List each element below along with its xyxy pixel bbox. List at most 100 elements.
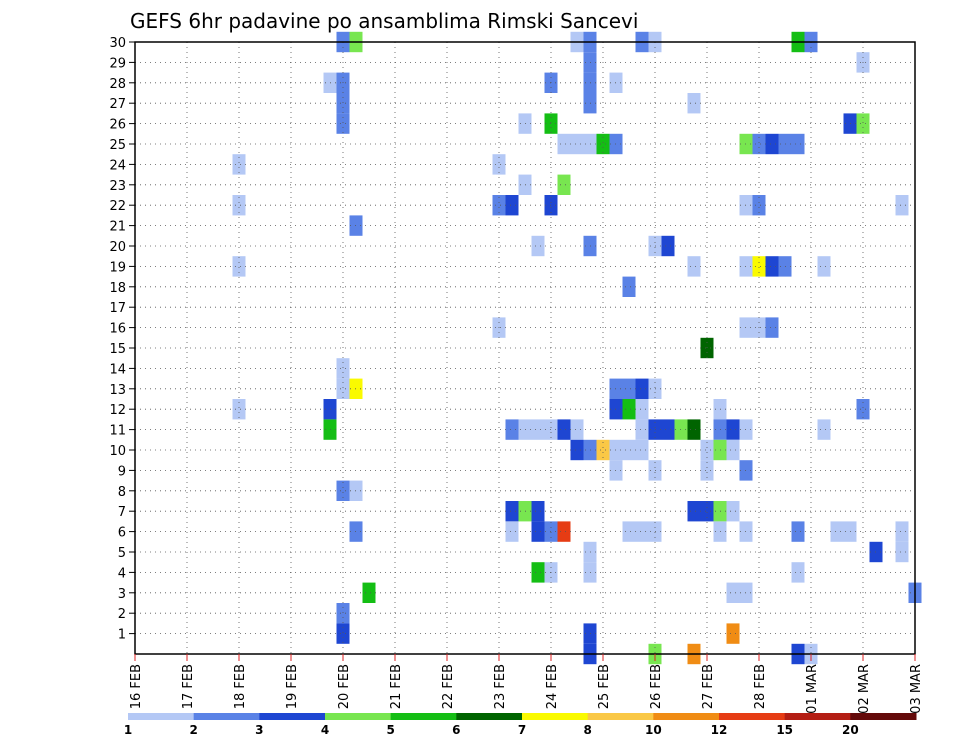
heatmap-cell bbox=[362, 582, 376, 603]
x-tick-label: 21 FEB bbox=[389, 664, 404, 709]
legend-label: 8 bbox=[583, 723, 591, 737]
y-tick-label: 25 bbox=[109, 138, 126, 153]
grid-lines bbox=[135, 42, 915, 654]
y-tick-label: 23 bbox=[109, 179, 126, 194]
heatmap-cell bbox=[531, 562, 545, 583]
legend-label: 1 bbox=[124, 723, 132, 737]
legend-label: 4 bbox=[321, 723, 329, 737]
x-tick-label: 27 FEB bbox=[701, 664, 716, 709]
x-tick-label: 22 FEB bbox=[441, 664, 456, 709]
legend-swatch bbox=[193, 713, 260, 720]
heatmap-cell bbox=[752, 256, 766, 277]
heatmap-cell bbox=[726, 623, 740, 644]
heatmap-cell bbox=[232, 256, 246, 277]
heatmap-cell bbox=[570, 439, 584, 461]
x-tick-label: 01 MAR bbox=[805, 664, 820, 714]
legend-swatch bbox=[587, 713, 654, 720]
heatmap-cell bbox=[635, 399, 649, 420]
legend-swatch bbox=[653, 713, 720, 720]
heatmap-cell bbox=[752, 133, 766, 155]
heatmap-cell bbox=[622, 399, 636, 420]
heatmap-cell bbox=[492, 195, 506, 216]
heatmap-cell bbox=[765, 317, 779, 338]
y-tick-label: 30 bbox=[109, 36, 126, 51]
heatmap-cell bbox=[661, 419, 675, 440]
legend-label: 3 bbox=[255, 723, 263, 737]
heatmap-cell bbox=[635, 521, 649, 542]
y-tick-label: 9 bbox=[118, 464, 126, 479]
x-tick-label: 20 FEB bbox=[337, 664, 352, 709]
heatmap-cell bbox=[635, 378, 649, 399]
heatmap-cell bbox=[895, 195, 909, 216]
heatmap-cell bbox=[570, 133, 584, 155]
legend-swatch bbox=[456, 713, 523, 720]
legend-label: 2 bbox=[189, 723, 197, 737]
heatmap-cell bbox=[531, 419, 545, 440]
heatmap-cell bbox=[570, 419, 584, 440]
y-tick-label: 15 bbox=[109, 342, 126, 357]
heatmap-cell bbox=[752, 195, 766, 216]
heatmap-cell bbox=[817, 419, 831, 440]
y-tick-label: 20 bbox=[109, 240, 126, 255]
heatmap-cell bbox=[232, 399, 246, 420]
x-tick-label: 17 FEB bbox=[181, 664, 196, 709]
heatmap-cell bbox=[531, 235, 545, 257]
heatmap-cell bbox=[557, 133, 571, 155]
heatmap-cell bbox=[622, 276, 636, 297]
legend-label: 15 bbox=[776, 723, 793, 737]
heatmap-cell bbox=[336, 603, 350, 624]
legend-label: 6 bbox=[452, 723, 460, 737]
legend-swatch bbox=[719, 713, 786, 720]
y-tick-label: 17 bbox=[109, 301, 126, 316]
legend-swatch bbox=[325, 713, 392, 720]
y-tick-label: 6 bbox=[118, 526, 126, 541]
x-tick-label: 18 FEB bbox=[233, 664, 248, 709]
y-tick-label: 3 bbox=[118, 587, 126, 602]
heatmap-cell bbox=[687, 419, 701, 440]
heatmap-cell bbox=[557, 521, 571, 542]
heatmap-cell bbox=[895, 541, 909, 563]
y-tick-label: 8 bbox=[118, 485, 126, 500]
y-tick-label: 28 bbox=[109, 77, 126, 92]
y-axis-ticks: 1234567891011121314151617181920212223242… bbox=[109, 36, 135, 643]
heatmap-cell bbox=[700, 460, 714, 481]
y-tick-label: 14 bbox=[109, 362, 126, 377]
legend-swatch bbox=[850, 713, 917, 720]
heatmap-cell bbox=[336, 358, 350, 379]
heatmap-cell bbox=[635, 439, 649, 461]
chart-title: GEFS 6hr padavine po ansamblima Rimski S… bbox=[130, 9, 638, 33]
heatmap-cell bbox=[791, 133, 805, 155]
x-tick-label: 24 FEB bbox=[545, 664, 560, 709]
legend-swatch bbox=[784, 713, 851, 720]
heatmap-cell bbox=[505, 501, 519, 522]
heatmap-cell bbox=[700, 501, 714, 522]
y-tick-label: 21 bbox=[109, 220, 126, 235]
heatmap-cell bbox=[765, 256, 779, 277]
y-tick-label: 19 bbox=[109, 260, 126, 275]
y-tick-label: 24 bbox=[109, 158, 126, 173]
heatmap-cell bbox=[791, 521, 805, 542]
y-tick-label: 4 bbox=[118, 566, 126, 581]
x-axis-ticks: 16 FEB 17 FEB 18 FEB 19 FEB 20 FEB 21 FEB 22 F… bbox=[129, 654, 924, 714]
heatmap-cell bbox=[830, 521, 844, 542]
heatmap-cell bbox=[531, 501, 545, 522]
y-tick-label: 5 bbox=[118, 546, 126, 561]
heatmap-cell bbox=[661, 235, 675, 257]
heatmap-cell bbox=[817, 256, 831, 277]
heatmap-cell bbox=[505, 521, 519, 542]
color-legend: 1 2 3 4 5 6 7 8 10 12 15 20 bbox=[124, 713, 917, 737]
y-tick-label: 16 bbox=[109, 322, 126, 337]
heatmap-cell bbox=[596, 439, 610, 461]
heatmap-cell bbox=[622, 521, 636, 542]
heatmap-cell bbox=[726, 582, 740, 603]
legend-label: 7 bbox=[518, 723, 526, 737]
heatmap-cell bbox=[492, 154, 506, 175]
x-tick-label: 19 FEB bbox=[285, 664, 300, 709]
heatmap-cell bbox=[726, 439, 740, 461]
y-tick-label: 11 bbox=[109, 424, 126, 439]
heatmap-cells bbox=[232, 31, 922, 665]
heatmap-cell bbox=[505, 195, 519, 216]
y-tick-label: 12 bbox=[109, 403, 126, 418]
